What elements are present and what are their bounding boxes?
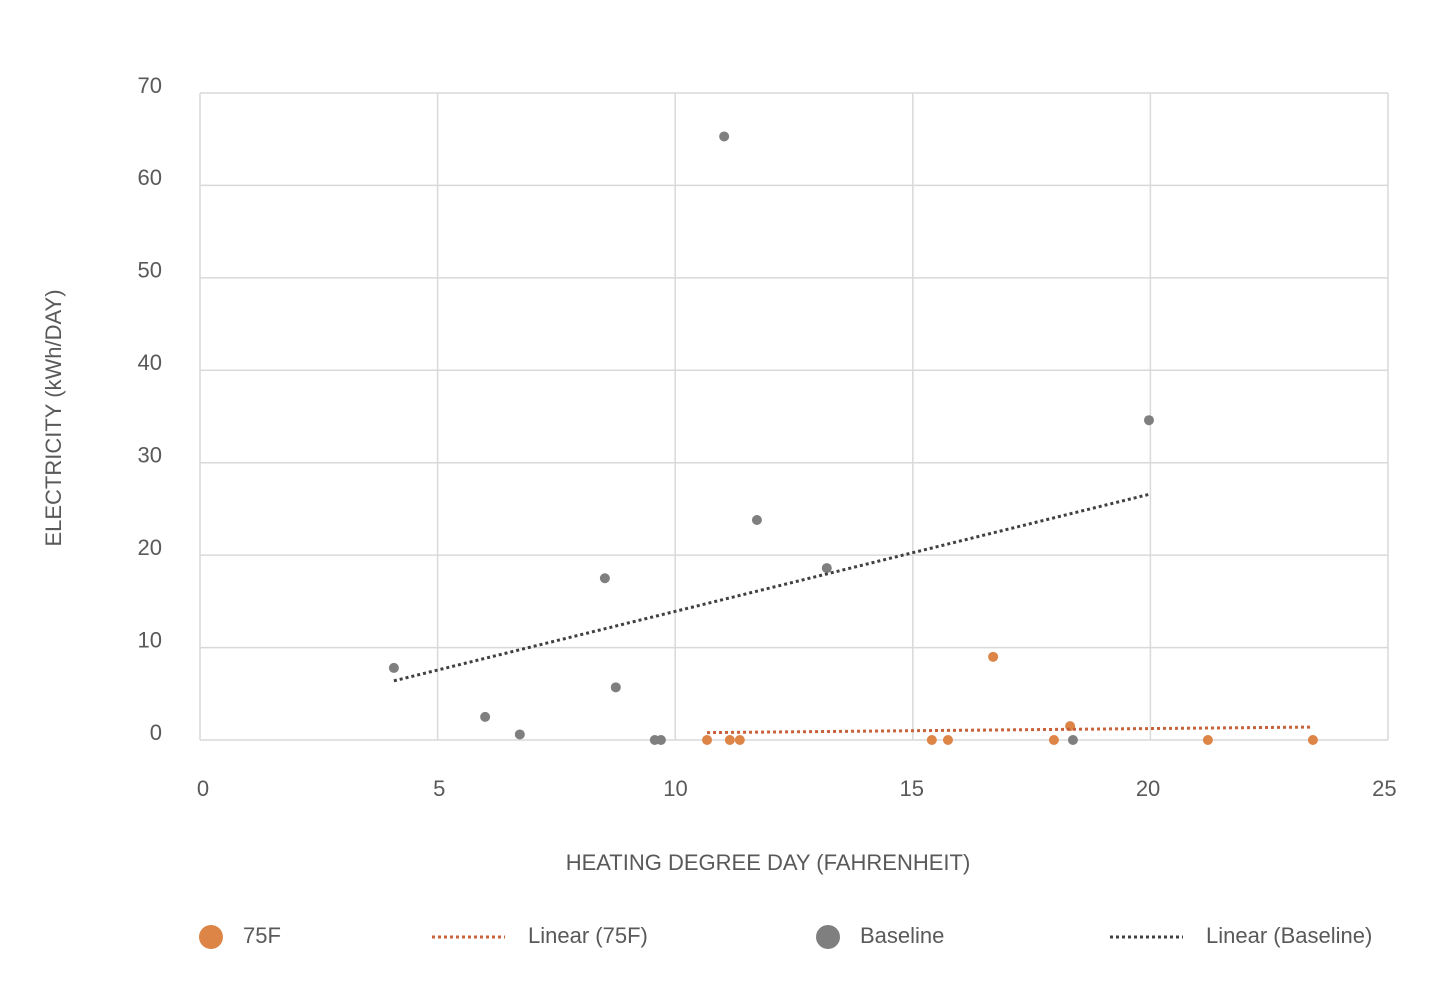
legend-label: 75F bbox=[243, 923, 281, 948]
x-tick-label: 25 bbox=[1372, 776, 1396, 801]
trend-line bbox=[707, 725, 1313, 735]
data-point bbox=[1048, 735, 1059, 745]
y-tick-label: 0 bbox=[150, 720, 162, 745]
legend-label: Linear (Baseline) bbox=[1206, 923, 1372, 948]
x-tick-label: 0 bbox=[197, 776, 209, 801]
data-point bbox=[751, 515, 762, 526]
legend-label: Baseline bbox=[860, 923, 944, 948]
data-point bbox=[926, 735, 937, 745]
y-tick-label: 40 bbox=[138, 350, 162, 375]
data-point bbox=[610, 682, 621, 693]
data-point bbox=[388, 662, 399, 673]
data-point bbox=[988, 651, 999, 662]
data-point bbox=[719, 131, 730, 142]
data-point bbox=[1067, 735, 1078, 745]
data-point bbox=[702, 735, 713, 745]
y-tick-label: 50 bbox=[138, 258, 162, 283]
data-point bbox=[655, 735, 666, 745]
legend-marker bbox=[199, 925, 223, 949]
legend-marker bbox=[816, 925, 840, 949]
data-point bbox=[480, 711, 491, 722]
data-point bbox=[734, 735, 745, 745]
data-point bbox=[599, 573, 610, 584]
trend-line bbox=[393, 492, 1151, 683]
x-tick-label: 20 bbox=[1136, 776, 1160, 801]
x-tick-label: 5 bbox=[433, 776, 445, 801]
y-tick-label: 20 bbox=[138, 535, 162, 560]
legend-label: Linear (75F) bbox=[528, 923, 648, 948]
x-tick-label: 15 bbox=[900, 776, 924, 801]
data-point bbox=[821, 563, 832, 574]
x-tick-label: 10 bbox=[663, 776, 687, 801]
data-point bbox=[942, 735, 953, 745]
x-axis-label: HEATING DEGREE DAY (FAHRENHEIT) bbox=[566, 850, 971, 875]
y-tick-label: 70 bbox=[138, 73, 162, 98]
data-point bbox=[514, 729, 525, 740]
data-point bbox=[724, 735, 735, 745]
data-point bbox=[1143, 415, 1154, 426]
y-tick-label: 30 bbox=[138, 443, 162, 468]
data-point bbox=[1307, 735, 1318, 745]
y-tick-label: 60 bbox=[138, 165, 162, 190]
y-axis-label: ELECTRICITY (kWh/DAY) bbox=[41, 289, 66, 546]
data-point bbox=[1202, 735, 1213, 745]
y-tick-label: 10 bbox=[138, 627, 162, 652]
